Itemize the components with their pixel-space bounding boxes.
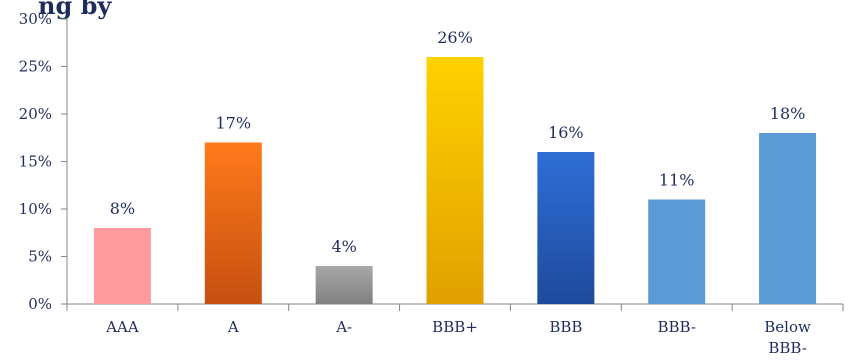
y-tick-label: 20% bbox=[19, 105, 52, 123]
y-tick-label: 10% bbox=[19, 200, 52, 218]
bar-a- bbox=[315, 266, 373, 304]
x-tick-label: BBB- bbox=[658, 318, 696, 336]
data-label: 17% bbox=[216, 114, 252, 133]
y-tick-label: 15% bbox=[19, 153, 52, 171]
bar-bbb- bbox=[648, 199, 706, 304]
y-tick-label: 5% bbox=[28, 248, 52, 266]
data-label: 11% bbox=[659, 171, 695, 190]
x-tick-label: AAA bbox=[105, 318, 139, 336]
x-tick-label: Below BBB- bbox=[764, 318, 811, 357]
bar-bbb- bbox=[426, 57, 484, 304]
x-tick-label: A bbox=[227, 318, 239, 336]
chart-title-fragment: ng by bbox=[38, 0, 112, 20]
bar-aaa bbox=[93, 228, 151, 304]
data-label: 4% bbox=[331, 237, 356, 256]
data-label: 18% bbox=[770, 104, 806, 123]
y-tick-label: 25% bbox=[19, 58, 52, 76]
data-label: 8% bbox=[110, 199, 135, 218]
data-label: 16% bbox=[548, 123, 584, 142]
bar-below-bbb- bbox=[759, 133, 817, 304]
y-tick-label: 30% bbox=[19, 10, 52, 28]
x-tick-label: BBB bbox=[549, 318, 582, 336]
bar-bbb bbox=[537, 152, 595, 304]
x-tick-label: A- bbox=[335, 318, 352, 336]
data-label: 26% bbox=[437, 28, 473, 47]
y-tick-label: 0% bbox=[28, 295, 52, 313]
bar-a bbox=[204, 142, 262, 304]
x-tick-label: BBB+ bbox=[432, 318, 478, 336]
